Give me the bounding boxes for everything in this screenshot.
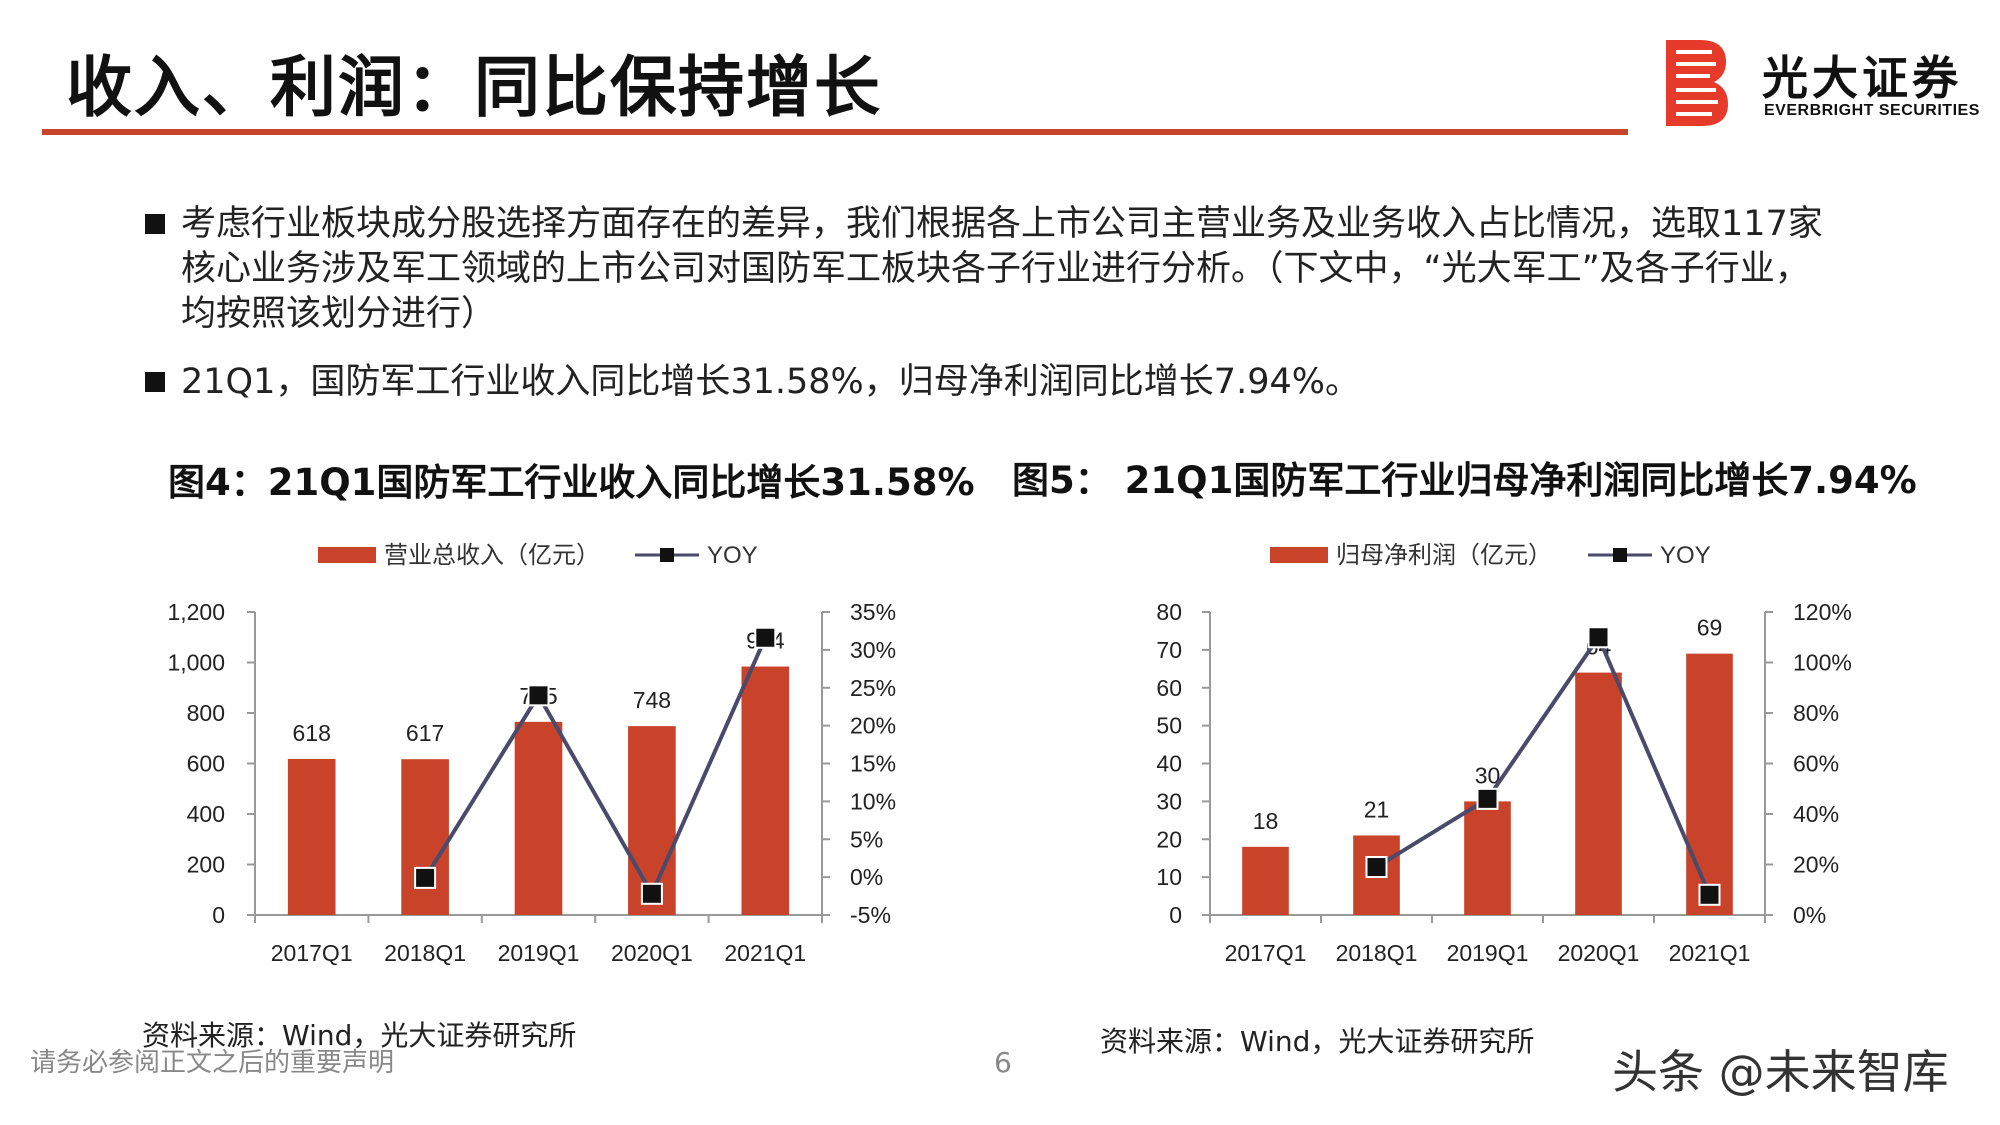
left-tick-label: 600 xyxy=(187,751,225,777)
yoy-point xyxy=(414,866,437,889)
left-tick-label: 800 xyxy=(187,700,225,726)
left-tick-label: 0 xyxy=(1169,902,1182,928)
x-tick-label: 2017Q1 xyxy=(271,940,353,966)
right-tick-label: 100% xyxy=(1793,650,1852,676)
x-tick-label: 2020Q1 xyxy=(611,940,693,966)
x-tick-label: 2018Q1 xyxy=(1336,940,1418,966)
revenue-chart: 营业总收入（亿元） YOY 0 200 400 600 800 1,000 1,200 -5% 0%… xyxy=(167,542,896,966)
bar xyxy=(1686,653,1733,915)
left-tick-label: 400 xyxy=(187,801,225,827)
legend-line-label: YOY xyxy=(1660,542,1711,569)
figure-4-title: 图4：21Q1国防军工行业收入同比增长31.58% xyxy=(168,461,975,504)
bullet-1-text: 考虑行业板块成分股选择方面存在的差异，我们根据各上市公司主营业务及业务收入占比情… xyxy=(181,204,1823,334)
right-tick-label: 20% xyxy=(1793,852,1839,878)
yoy-point xyxy=(640,882,663,905)
logo-text-cn: 光大证券 xyxy=(1762,51,1962,105)
bar xyxy=(401,759,449,915)
yoy-point xyxy=(1587,626,1610,649)
logo-text-en: EVERBRIGHT SECURITIES xyxy=(1764,102,1980,119)
right-tick-label: 15% xyxy=(850,751,896,777)
left-tick-label: 30 xyxy=(1156,788,1182,814)
yoy-line xyxy=(423,636,768,899)
bar-data-label: 18 xyxy=(1253,808,1279,834)
x-tick-label: 2017Q1 xyxy=(1225,940,1307,966)
slide-title: 收入、利润：同比保持增长 xyxy=(66,49,882,126)
x-tick-label: 2018Q1 xyxy=(384,940,466,966)
bar xyxy=(514,721,563,915)
yoy-point xyxy=(527,684,550,707)
left-tick-label: 20 xyxy=(1156,826,1182,852)
bar-data-label: 21 xyxy=(1364,796,1390,822)
left-tick-label: 80 xyxy=(1156,599,1182,625)
bullet-square-icon xyxy=(145,214,165,234)
right-tick-label: 5% xyxy=(850,826,883,852)
title-underline xyxy=(42,129,1628,135)
figure-5-title: 图5： 21Q1国防军工行业归母净利润同比增长7.94% xyxy=(1012,459,1917,502)
x-tick-label: 2021Q1 xyxy=(1669,940,1751,966)
bar xyxy=(1575,672,1622,915)
bullet-2-text: 21Q1，国防军工行业收入同比增长31.58%，归母净利润同比增长7.94%。 xyxy=(181,362,1360,402)
right-tick-label: 60% xyxy=(1793,751,1839,777)
bar-data-label: 69 xyxy=(1697,615,1723,641)
left-tick-label: 200 xyxy=(187,852,225,878)
x-tick-label: 2021Q1 xyxy=(724,940,806,966)
left-tick-label: 0 xyxy=(212,902,225,928)
bullet-1: 考虑行业板块成分股选择方面存在的差异，我们根据各上市公司主营业务及业务收入占比情… xyxy=(145,202,1825,337)
right-tick-label: 30% xyxy=(850,637,896,663)
x-tick-label: 2019Q1 xyxy=(498,940,580,966)
bar xyxy=(741,666,790,915)
right-tick-label: 0% xyxy=(850,864,883,890)
bar-data-label: 617 xyxy=(406,720,444,746)
x-tick-label: 2019Q1 xyxy=(1447,940,1529,966)
left-tick-label: 70 xyxy=(1156,637,1182,663)
legend-line-label: YOY xyxy=(707,542,758,569)
disclaimer: 请务必参阅正文之后的重要声明 xyxy=(30,1048,395,1078)
legend-marker-swatch xyxy=(660,548,674,562)
left-tick-label: 1,000 xyxy=(167,650,225,676)
right-tick-label: 80% xyxy=(1793,700,1839,726)
right-tick-label: 40% xyxy=(1793,801,1839,827)
right-tick-label: 25% xyxy=(850,675,896,701)
net-profit-chart: 归母净利润（亿元） YOY 0 10 20 30 40 50 60 70 80 0% 20% 40% 60%… xyxy=(1156,542,1852,966)
everbright-logo-icon xyxy=(1666,40,1728,126)
left-tick-label: 10 xyxy=(1156,864,1182,890)
bar-data-label: 748 xyxy=(633,687,671,713)
bullet-2: 21Q1，国防军工行业收入同比增长31.58%，归母净利润同比增长7.94%。 xyxy=(145,360,1825,405)
bullet-square-icon xyxy=(145,372,165,392)
bar xyxy=(287,758,336,915)
watermark: 头条 @未来智库 xyxy=(1612,1045,1949,1099)
left-tick-label: 50 xyxy=(1156,713,1182,739)
yoy-point xyxy=(1365,856,1388,879)
legend-bar-swatch xyxy=(318,547,376,563)
page-number: 6 xyxy=(994,1046,1012,1079)
legend-bar-label: 归母净利润（亿元） xyxy=(1336,542,1552,569)
left-tick-label: 40 xyxy=(1156,751,1182,777)
bar-data-label: 618 xyxy=(293,720,331,746)
yoy-line xyxy=(1375,633,1712,896)
everbright-logo: 光大证券 EVERBRIGHT SECURITIES xyxy=(1662,38,1979,128)
legend-marker-swatch xyxy=(1613,548,1627,562)
right-tick-label: 20% xyxy=(850,713,896,739)
yoy-point xyxy=(1698,883,1721,906)
right-tick-label: 120% xyxy=(1793,599,1852,625)
legend-bar-label: 营业总收入（亿元） xyxy=(384,542,600,569)
x-tick-label: 2020Q1 xyxy=(1558,940,1640,966)
figure-4-source: 资料来源：Wind，光大证券研究所 xyxy=(142,1019,577,1052)
left-tick-label: 1,200 xyxy=(167,599,225,625)
right-tick-label: -5% xyxy=(850,902,891,928)
left-tick-label: 60 xyxy=(1156,675,1182,701)
yoy-point xyxy=(754,626,777,649)
right-tick-label: 35% xyxy=(850,599,896,625)
figure-5-source: 资料来源：Wind，光大证券研究所 xyxy=(1100,1025,1535,1058)
yoy-point xyxy=(1476,787,1499,810)
right-tick-label: 0% xyxy=(1793,902,1826,928)
right-tick-label: 10% xyxy=(850,788,896,814)
legend-bar-swatch xyxy=(1270,547,1328,563)
bar xyxy=(1464,801,1511,915)
bar xyxy=(1242,846,1289,915)
